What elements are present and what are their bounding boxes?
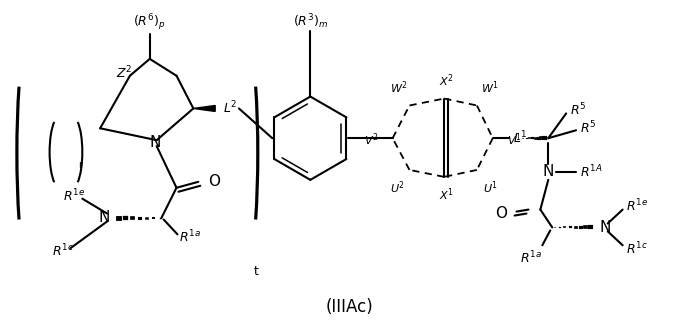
- Text: $R^{1e}$: $R^{1e}$: [626, 197, 648, 214]
- Text: $U^2$: $U^2$: [391, 180, 405, 196]
- Text: $V^1$: $V^1$: [507, 132, 521, 149]
- Text: $V^2$: $V^2$: [364, 132, 379, 149]
- Text: (IIIAc): (IIIAc): [325, 298, 373, 316]
- Text: O: O: [208, 174, 220, 189]
- Text: $R^{1a}$: $R^{1a}$: [521, 249, 542, 266]
- Text: $R^{1A}$: $R^{1A}$: [580, 164, 603, 180]
- Text: $R^{1c}$: $R^{1c}$: [52, 243, 73, 259]
- Text: $L^2$: $L^2$: [223, 100, 238, 117]
- Text: $(R^3)_m$: $(R^3)_m$: [293, 12, 328, 31]
- Text: N: N: [542, 164, 554, 179]
- Text: N: N: [600, 220, 611, 235]
- Text: N: N: [99, 210, 110, 225]
- Text: $(R^6)_p$: $(R^6)_p$: [134, 13, 166, 34]
- Text: $R^5$: $R^5$: [570, 102, 586, 119]
- Text: N: N: [149, 135, 160, 150]
- Text: r: r: [78, 160, 82, 170]
- Text: $Z^2$: $Z^2$: [116, 65, 132, 81]
- Text: $R^{1e}$: $R^{1e}$: [64, 187, 85, 204]
- Text: $W^2$: $W^2$: [389, 79, 408, 96]
- Text: $L^1$: $L^1$: [512, 130, 527, 147]
- Text: $X^1$: $X^1$: [438, 187, 454, 203]
- Text: $R^{1a}$: $R^{1a}$: [180, 229, 201, 246]
- Polygon shape: [194, 106, 215, 111]
- Text: $W^1$: $W^1$: [481, 79, 499, 96]
- Text: $U^1$: $U^1$: [483, 180, 498, 196]
- Text: O: O: [495, 206, 507, 221]
- Text: $X^2$: $X^2$: [439, 72, 454, 89]
- Text: t: t: [254, 265, 259, 277]
- Text: $R^{1c}$: $R^{1c}$: [626, 241, 647, 257]
- Text: $R^5$: $R^5$: [580, 120, 596, 137]
